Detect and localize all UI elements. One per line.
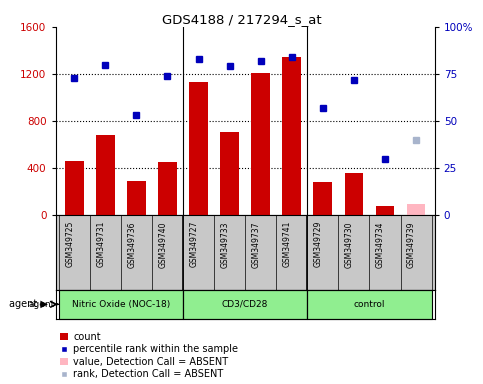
Bar [189, 82, 208, 215]
Text: GSM349725: GSM349725 [65, 221, 74, 267]
Text: GSM349733: GSM349733 [221, 221, 229, 268]
Text: CD3/CD28: CD3/CD28 [222, 300, 269, 309]
Bar [96, 135, 114, 215]
Text: GSM349737: GSM349737 [252, 221, 261, 268]
Text: GSM349736: GSM349736 [128, 221, 136, 268]
Text: GSM349734: GSM349734 [376, 221, 385, 268]
Bar [65, 161, 84, 215]
Bar [376, 206, 394, 215]
Bar [158, 162, 177, 215]
Text: GSM349727: GSM349727 [189, 221, 199, 267]
Bar [307, 290, 432, 319]
Bar [313, 182, 332, 215]
Legend: count, percentile rank within the sample, value, Detection Call = ABSENT, rank, : count, percentile rank within the sample… [60, 332, 238, 379]
Bar [58, 290, 183, 319]
Text: Nitric Oxide (NOC-18): Nitric Oxide (NOC-18) [71, 300, 170, 309]
Text: GDS4188 / 217294_s_at: GDS4188 / 217294_s_at [162, 13, 321, 26]
Text: GSM349729: GSM349729 [314, 221, 323, 267]
Bar [127, 181, 146, 215]
Bar [251, 73, 270, 215]
Text: GSM349741: GSM349741 [283, 221, 292, 267]
Text: control: control [354, 300, 385, 309]
Bar [407, 204, 426, 215]
Bar [220, 132, 239, 215]
Text: GSM349739: GSM349739 [407, 221, 416, 268]
Text: agent ▶: agent ▶ [9, 299, 48, 310]
Bar [283, 58, 301, 215]
Text: GSM349730: GSM349730 [345, 221, 354, 268]
Text: GSM349731: GSM349731 [96, 221, 105, 267]
Text: GSM349740: GSM349740 [158, 221, 168, 268]
Text: agent: agent [28, 300, 55, 309]
Bar [183, 290, 307, 319]
Bar [344, 173, 363, 215]
